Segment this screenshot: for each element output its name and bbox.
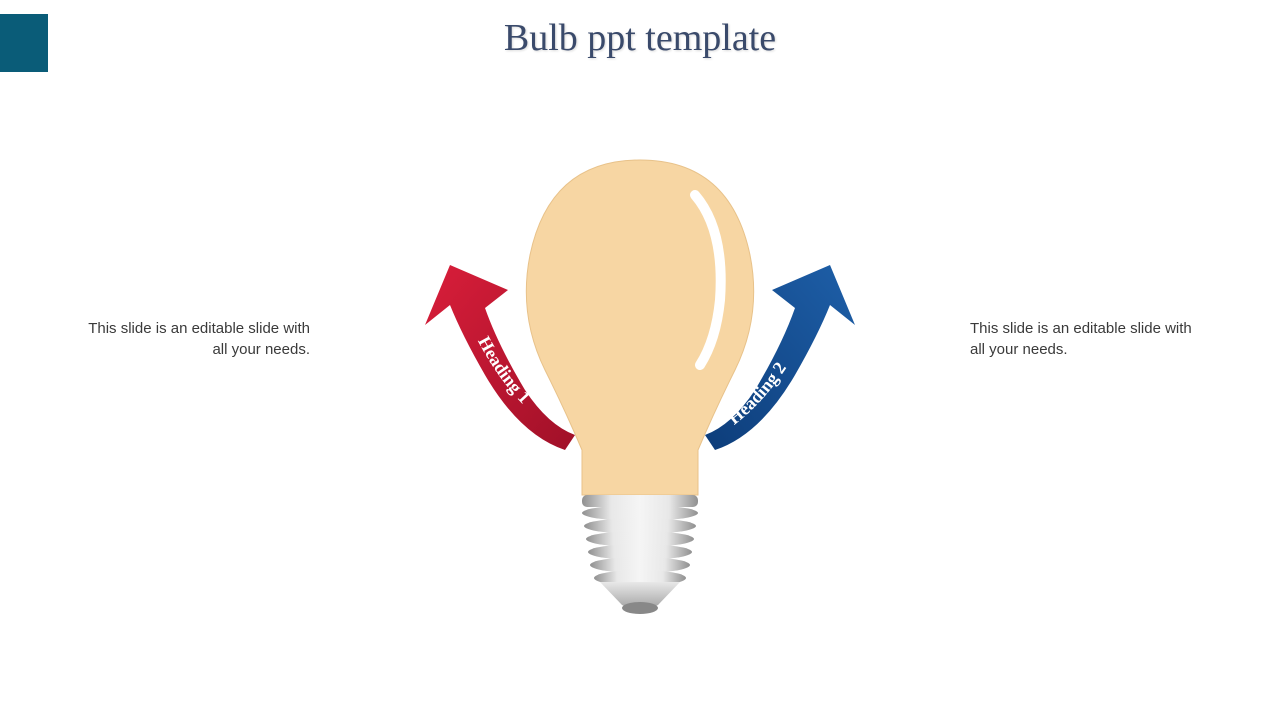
right-description: This slide is an editable slide with all…: [970, 318, 1210, 360]
page-title: Bulb ppt template: [0, 16, 1280, 60]
left-description: This slide is an editable slide with all…: [70, 318, 310, 360]
bulb-base-icon: [582, 495, 698, 614]
bulb-diagram: Heading 1 Heading 2: [390, 140, 890, 640]
